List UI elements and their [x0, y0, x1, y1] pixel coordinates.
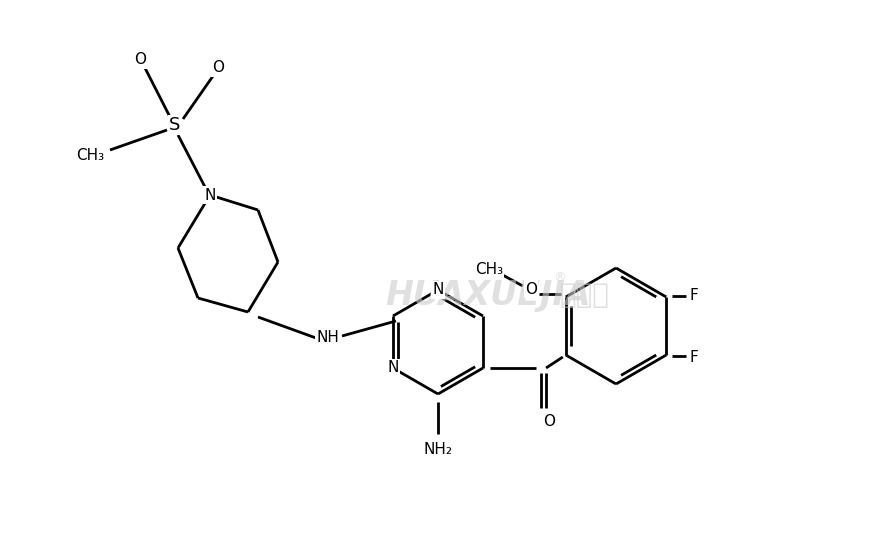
Text: NH: NH — [316, 330, 339, 346]
Text: 化学加: 化学加 — [560, 281, 610, 309]
Text: CH₃: CH₃ — [475, 261, 503, 276]
Text: F: F — [690, 287, 698, 302]
Text: O: O — [525, 281, 537, 296]
Text: NH₂: NH₂ — [423, 441, 453, 457]
Text: HUAXUEJIA: HUAXUEJIA — [385, 279, 590, 311]
Text: O: O — [212, 60, 224, 75]
Text: O: O — [134, 53, 146, 68]
Text: F: F — [690, 350, 698, 365]
Text: O: O — [543, 413, 555, 428]
Text: N: N — [204, 188, 216, 203]
Text: ®: ® — [553, 271, 565, 285]
Text: CH₃: CH₃ — [76, 148, 104, 163]
Text: S: S — [170, 116, 180, 134]
Text: N: N — [388, 361, 398, 376]
Text: N: N — [432, 282, 444, 297]
